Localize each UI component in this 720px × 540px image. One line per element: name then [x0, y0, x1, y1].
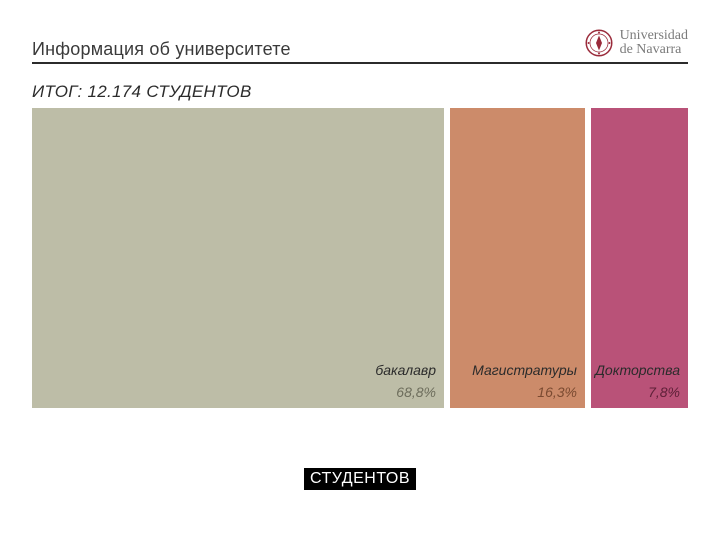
- page-title: Информация об университете: [32, 39, 291, 60]
- segment-percent: 16,3%: [537, 384, 577, 400]
- bar-segment: Магистратуры 16,3%: [450, 108, 585, 408]
- segment-label: бакалавр: [375, 362, 436, 378]
- bar-segment: бакалавр 68,8%: [32, 108, 444, 408]
- footer-label: СТУДЕНТОВ: [304, 468, 416, 490]
- logo-text-top: Universidad: [620, 29, 688, 43]
- logo-text: Universidad de Navarra: [620, 29, 688, 57]
- slide: Информация об университете Universidad d…: [0, 0, 720, 540]
- segment-percent: 68,8%: [396, 384, 436, 400]
- segment-label: Докторства: [595, 362, 680, 378]
- segment-label: Магистратуры: [472, 362, 577, 378]
- students-stacked-bar: бакалавр 68,8% Магистратуры 16,3% Докторства…: [32, 108, 688, 408]
- seal-icon: [584, 28, 614, 58]
- subtitle-total: ИТОГ: 12.174 СТУДЕНТОВ: [32, 82, 688, 102]
- segment-percent: 7,8%: [648, 384, 680, 400]
- logo-text-bottom: de Navarra: [620, 43, 688, 57]
- bar-segment: Докторства 7,8%: [591, 108, 688, 408]
- university-logo: Universidad de Navarra: [584, 28, 688, 60]
- header-row: Информация об университете Universidad d…: [32, 28, 688, 64]
